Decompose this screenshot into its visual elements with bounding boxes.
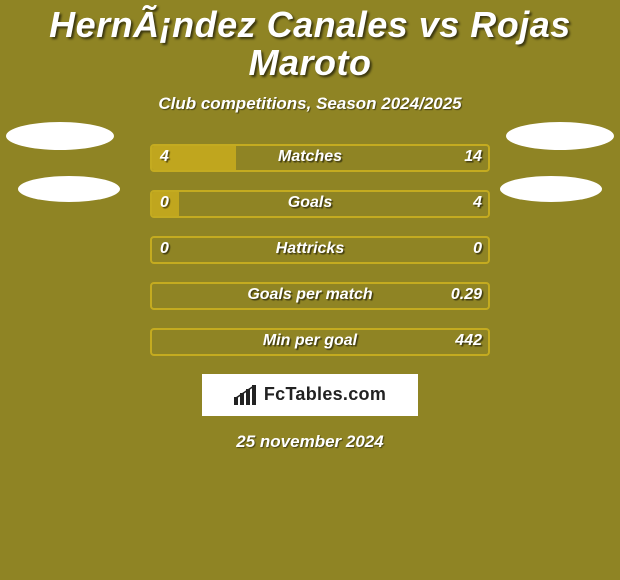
stat-value-left: 0 bbox=[160, 236, 169, 264]
stat-value-right: 14 bbox=[464, 144, 482, 172]
stat-value-right: 0.29 bbox=[451, 282, 482, 310]
stat-row: Matches4 14 bbox=[10, 144, 610, 172]
stat-row: Goals per match0.29 bbox=[10, 282, 610, 310]
stat-row: Hattricks0 0 bbox=[10, 236, 610, 264]
stat-label: Min per goal bbox=[10, 328, 610, 356]
stat-label: Goals per match bbox=[10, 282, 610, 310]
brand-logo-box: FcTables.com bbox=[202, 374, 418, 416]
page-title: HernÃ¡ndez Canales vs Rojas Maroto bbox=[0, 6, 620, 82]
brand-text: FcTables.com bbox=[264, 384, 386, 405]
page-subtitle: Club competitions, Season 2024/2025 bbox=[0, 94, 620, 114]
stat-value-right: 442 bbox=[455, 328, 482, 356]
stat-label: Goals bbox=[10, 190, 610, 218]
stat-label: Hattricks bbox=[10, 236, 610, 264]
stat-row: Goals0 4 bbox=[10, 190, 610, 218]
comparison-canvas: HernÃ¡ndez Canales vs Rojas Maroto Club … bbox=[0, 0, 620, 580]
generated-date: 25 november 2024 bbox=[0, 432, 620, 452]
stat-value-right: 4 bbox=[473, 190, 482, 218]
chart-icon bbox=[234, 385, 258, 405]
stat-value-left: 4 bbox=[160, 144, 169, 172]
stat-value-left: 0 bbox=[160, 190, 169, 218]
stat-rows: Matches414Goals04Hattricks00Goals per ma… bbox=[0, 144, 620, 356]
stat-value-right: 0 bbox=[473, 236, 482, 264]
stat-row: Min per goal442 bbox=[10, 328, 610, 356]
stat-label: Matches bbox=[10, 144, 610, 172]
